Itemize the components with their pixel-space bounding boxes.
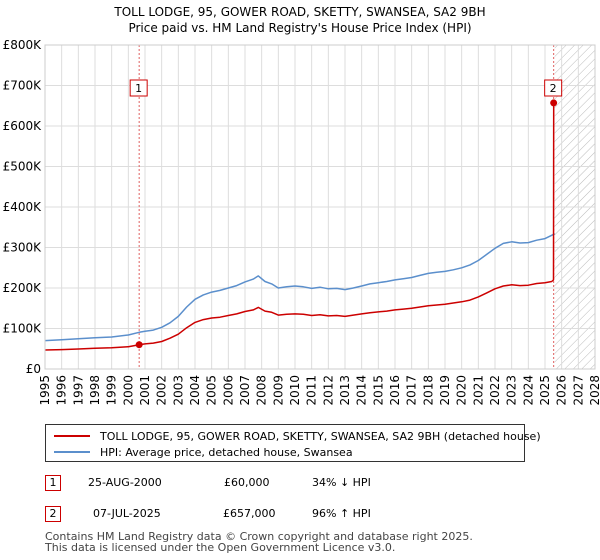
- sale-1-label: 1: [135, 82, 142, 95]
- y-tick-label: £700K: [3, 79, 43, 93]
- price-chart: TOLL LODGE, 95, GOWER ROAD, SKETTY, SWAN…: [3, 5, 600, 406]
- legend-item-property: TOLL LODGE, 95, GOWER ROAD, SKETTY, SWAN…: [54, 428, 541, 444]
- footer-licence: This data is licensed under the Open Gov…: [45, 541, 396, 554]
- chart-subtitle: Price paid vs. HM Land Registry's House …: [128, 21, 471, 35]
- legend-item-hpi: HPI: Average price, detached house, Swan…: [54, 444, 353, 460]
- sale-1-point: [135, 341, 143, 349]
- y-tick-label: £0: [26, 362, 41, 376]
- series-lines: [44, 102, 556, 351]
- sale-2-hpi-change: 96% ↑ HPI: [312, 507, 371, 520]
- x-tick-label: 2007: [238, 375, 252, 406]
- x-tick-label: 2018: [421, 375, 435, 406]
- x-tick-label: 2015: [371, 375, 385, 406]
- x-tick-label: 2005: [205, 375, 219, 406]
- x-tick-label: 2002: [155, 375, 169, 406]
- sale-2-badge: 2: [45, 506, 61, 522]
- x-tick-label: 2028: [588, 375, 600, 406]
- x-tick-label: 1997: [71, 375, 85, 406]
- y-tick-label: £800K: [3, 38, 43, 52]
- x-tick-label: 2017: [405, 375, 419, 406]
- x-tick-label: 2023: [505, 375, 519, 406]
- sale-2-label: 2: [550, 82, 557, 95]
- y-axis-labels: £0 £100K £200K £300K £400K £500K £600K £700K £80…: [3, 38, 43, 376]
- x-tick-label: 2012: [321, 375, 335, 406]
- x-tick-label: 2025: [538, 375, 552, 406]
- x-tick-label: 2019: [438, 375, 452, 406]
- x-tick-label: 2006: [221, 375, 235, 406]
- x-tick-label: 2010: [288, 375, 302, 406]
- x-tick-label: 2001: [138, 375, 152, 406]
- x-tick-label: 2026: [555, 375, 569, 406]
- legend-swatch-property: [54, 435, 90, 437]
- sale-2-point: [550, 99, 558, 107]
- y-tick-label: £100K: [3, 322, 43, 336]
- y-tick-label: £200K: [3, 281, 43, 295]
- footer: Contains HM Land Registry data © Crown c…: [45, 531, 473, 553]
- x-tick-label: 2000: [121, 375, 135, 406]
- x-tick-label: 2013: [338, 375, 352, 406]
- sale-1-price: £60,000: [224, 476, 270, 489]
- sale-2-date: 07-JUL-2025: [93, 507, 161, 520]
- property-price-line: [44, 102, 555, 351]
- footer-copyright: Contains HM Land Registry data © Crown c…: [45, 530, 473, 543]
- x-axis-labels: 1995 1996 1997 1998 1999 2000 2001 2002 2003 2004…: [38, 375, 600, 406]
- legend-swatch-hpi: [54, 451, 90, 453]
- x-gridlines: [44, 45, 596, 369]
- x-tick-label: 2009: [271, 375, 285, 406]
- sale-1-badge: 1: [45, 475, 61, 491]
- chart-title: TOLL LODGE, 95, GOWER ROAD, SKETTY, SWAN…: [113, 5, 485, 19]
- x-tick-label: 2016: [388, 375, 402, 406]
- x-tick-label: 1996: [55, 375, 69, 406]
- x-tick-label: 2024: [521, 375, 535, 406]
- sale-2-price: £657,000: [223, 507, 276, 520]
- sale-1-date: 25-AUG-2000: [88, 476, 162, 489]
- legend: TOLL LODGE, 95, GOWER ROAD, SKETTY, SWAN…: [45, 424, 541, 462]
- x-tick-label: 2021: [471, 375, 485, 406]
- x-tick-label: 2004: [188, 375, 202, 406]
- legend-label-hpi: HPI: Average price, detached house, Swan…: [100, 445, 353, 459]
- y-tick-label: £600K: [3, 119, 43, 133]
- x-tick-label: 1999: [105, 375, 119, 406]
- sale-1-label-box: [129, 79, 148, 97]
- x-tick-label: 2027: [571, 375, 585, 406]
- x-tick-label: 2020: [455, 375, 469, 406]
- hpi-line: [44, 233, 556, 342]
- y-tick-label: £500K: [3, 160, 43, 174]
- plot-border: [44, 44, 596, 370]
- sale-2-label-box: [544, 79, 563, 97]
- y-tick-label: £400K: [3, 200, 43, 214]
- sale-1-hpi-change: 34% ↓ HPI: [312, 476, 371, 489]
- x-tick-label: 2022: [488, 375, 502, 406]
- x-tick-label: 2014: [355, 375, 369, 406]
- x-tick-label: 1998: [88, 375, 102, 406]
- x-tick-label: 2003: [171, 375, 185, 406]
- x-tick-label: 1995: [38, 375, 52, 406]
- y-tick-label: £300K: [3, 241, 43, 255]
- x-tick-label: 2008: [255, 375, 269, 406]
- x-tick-label: 2011: [305, 375, 319, 406]
- legend-label-property: TOLL LODGE, 95, GOWER ROAD, SKETTY, SWAN…: [100, 429, 541, 443]
